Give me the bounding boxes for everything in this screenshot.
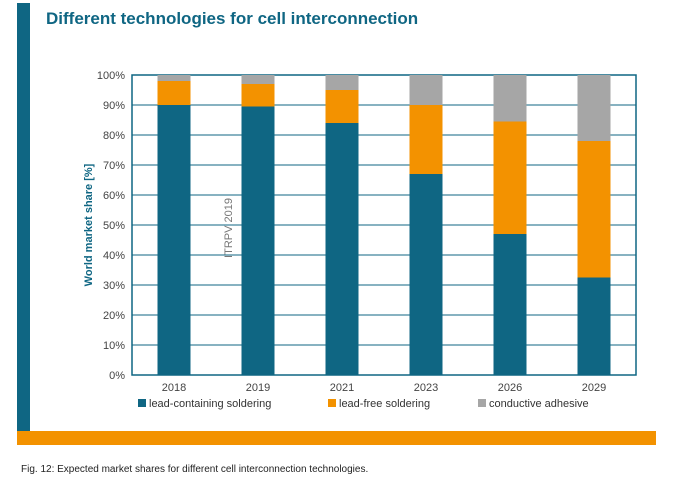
y-tick-label: 100% bbox=[97, 70, 125, 82]
y-tick-label: 30% bbox=[103, 280, 125, 292]
bar-segment bbox=[577, 141, 611, 278]
bar-segment bbox=[157, 81, 191, 105]
bar-segment bbox=[241, 106, 275, 375]
bar-segment bbox=[157, 105, 191, 375]
bar-segment bbox=[577, 277, 611, 375]
bar-segment bbox=[409, 174, 443, 375]
bar-segment bbox=[325, 90, 359, 123]
bar-segment bbox=[409, 105, 443, 174]
y-tick-label: 60% bbox=[103, 190, 125, 202]
bar-segment bbox=[241, 75, 275, 84]
watermark-label: ITRPV 2019 bbox=[223, 198, 235, 258]
bottom-accent-bar bbox=[17, 431, 656, 445]
stacked-bar-chart: 0% 10% 20% 30% 40% 50% 60% 70% 80% 90% 100% 2018 201… bbox=[83, 70, 637, 410]
legend-label: lead-free soldering bbox=[339, 398, 430, 410]
bar-segment bbox=[493, 234, 527, 375]
y-tick-label: 50% bbox=[103, 220, 125, 232]
legend-swatch bbox=[478, 399, 486, 407]
legend-swatch bbox=[138, 399, 146, 407]
y-axis-label: World market share [%] bbox=[83, 163, 95, 286]
x-tick-label: 2018 bbox=[162, 382, 186, 394]
x-tick-label: 2029 bbox=[582, 382, 606, 394]
legend-label: lead-containing soldering bbox=[149, 398, 271, 410]
legend-swatch bbox=[328, 399, 336, 407]
bar-segment bbox=[493, 121, 527, 234]
y-tick-label: 70% bbox=[103, 160, 125, 172]
bar-segment bbox=[577, 75, 611, 141]
x-tick-label: 2019 bbox=[246, 382, 270, 394]
bar-segment bbox=[241, 84, 275, 107]
y-tick-label: 80% bbox=[103, 130, 125, 142]
bar-segment bbox=[325, 75, 359, 90]
bar-segment bbox=[493, 75, 527, 122]
y-tick-label: 0% bbox=[109, 370, 125, 382]
plot-frame bbox=[131, 74, 637, 376]
x-tick-label: 2021 bbox=[330, 382, 354, 394]
y-tick-label: 40% bbox=[103, 250, 125, 262]
left-accent-bar bbox=[17, 3, 30, 431]
legend-label: conductive adhesive bbox=[489, 398, 589, 410]
y-tick-label: 10% bbox=[103, 340, 125, 352]
chart-title: Different technologies for cell intercon… bbox=[46, 9, 419, 28]
bar-segment bbox=[325, 123, 359, 375]
x-tick-label: 2023 bbox=[414, 382, 438, 394]
bar-segment bbox=[409, 75, 443, 105]
x-tick-label: 2026 bbox=[498, 382, 522, 394]
figure-caption: Fig. 12: Expected market shares for diff… bbox=[21, 464, 369, 475]
y-tick-label: 90% bbox=[103, 100, 125, 112]
bar-segment bbox=[157, 75, 191, 81]
y-tick-label: 20% bbox=[103, 310, 125, 322]
